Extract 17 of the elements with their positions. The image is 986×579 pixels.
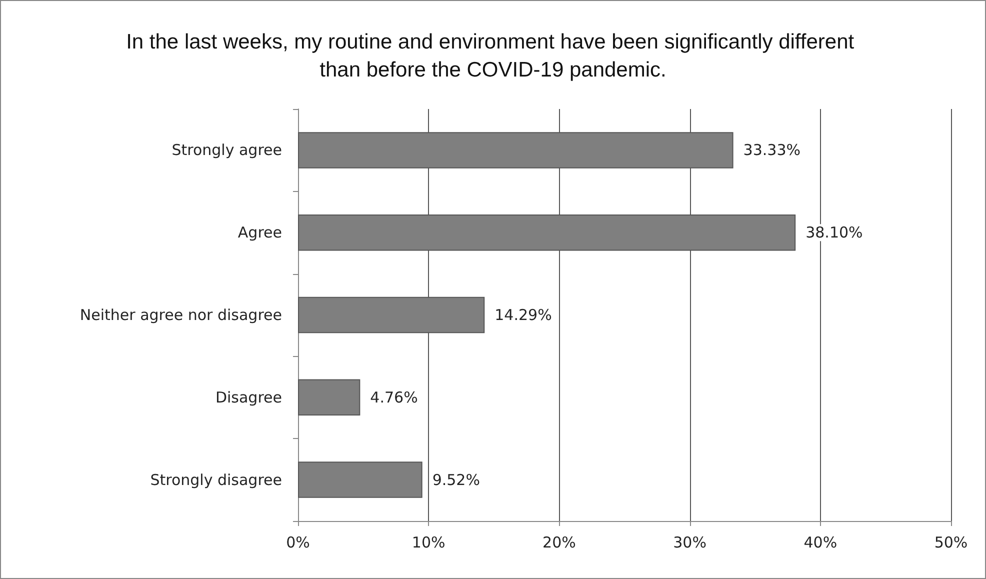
y-tick-label: Agree: [238, 224, 282, 242]
data-label: 14.29%: [494, 306, 552, 324]
y-tick-label: Strongly agree: [172, 141, 282, 160]
data-label: 4.76%: [370, 388, 418, 406]
data-label: 38.10%: [806, 224, 863, 242]
data-label: 9.52%: [432, 470, 480, 489]
x-tick-label: 50%: [934, 534, 968, 552]
x-tick-label: 30%: [673, 534, 706, 552]
y-tick-label: Disagree: [215, 388, 282, 406]
chart-title: In the last weeks, my routine and environment have been significantly different than before the COVID-19 pandemic.: [126, 30, 860, 82]
y-tick-label: Strongly disagree: [150, 470, 282, 489]
x-tick-label: 40%: [804, 534, 838, 552]
x-tick-label: 0%: [286, 534, 310, 552]
x-tick-label: 10%: [412, 534, 446, 552]
x-tick-label: 20%: [542, 534, 576, 552]
y-tick-label: Neither agree nor disagree: [80, 306, 282, 324]
data-label: 33.33%: [743, 141, 800, 160]
